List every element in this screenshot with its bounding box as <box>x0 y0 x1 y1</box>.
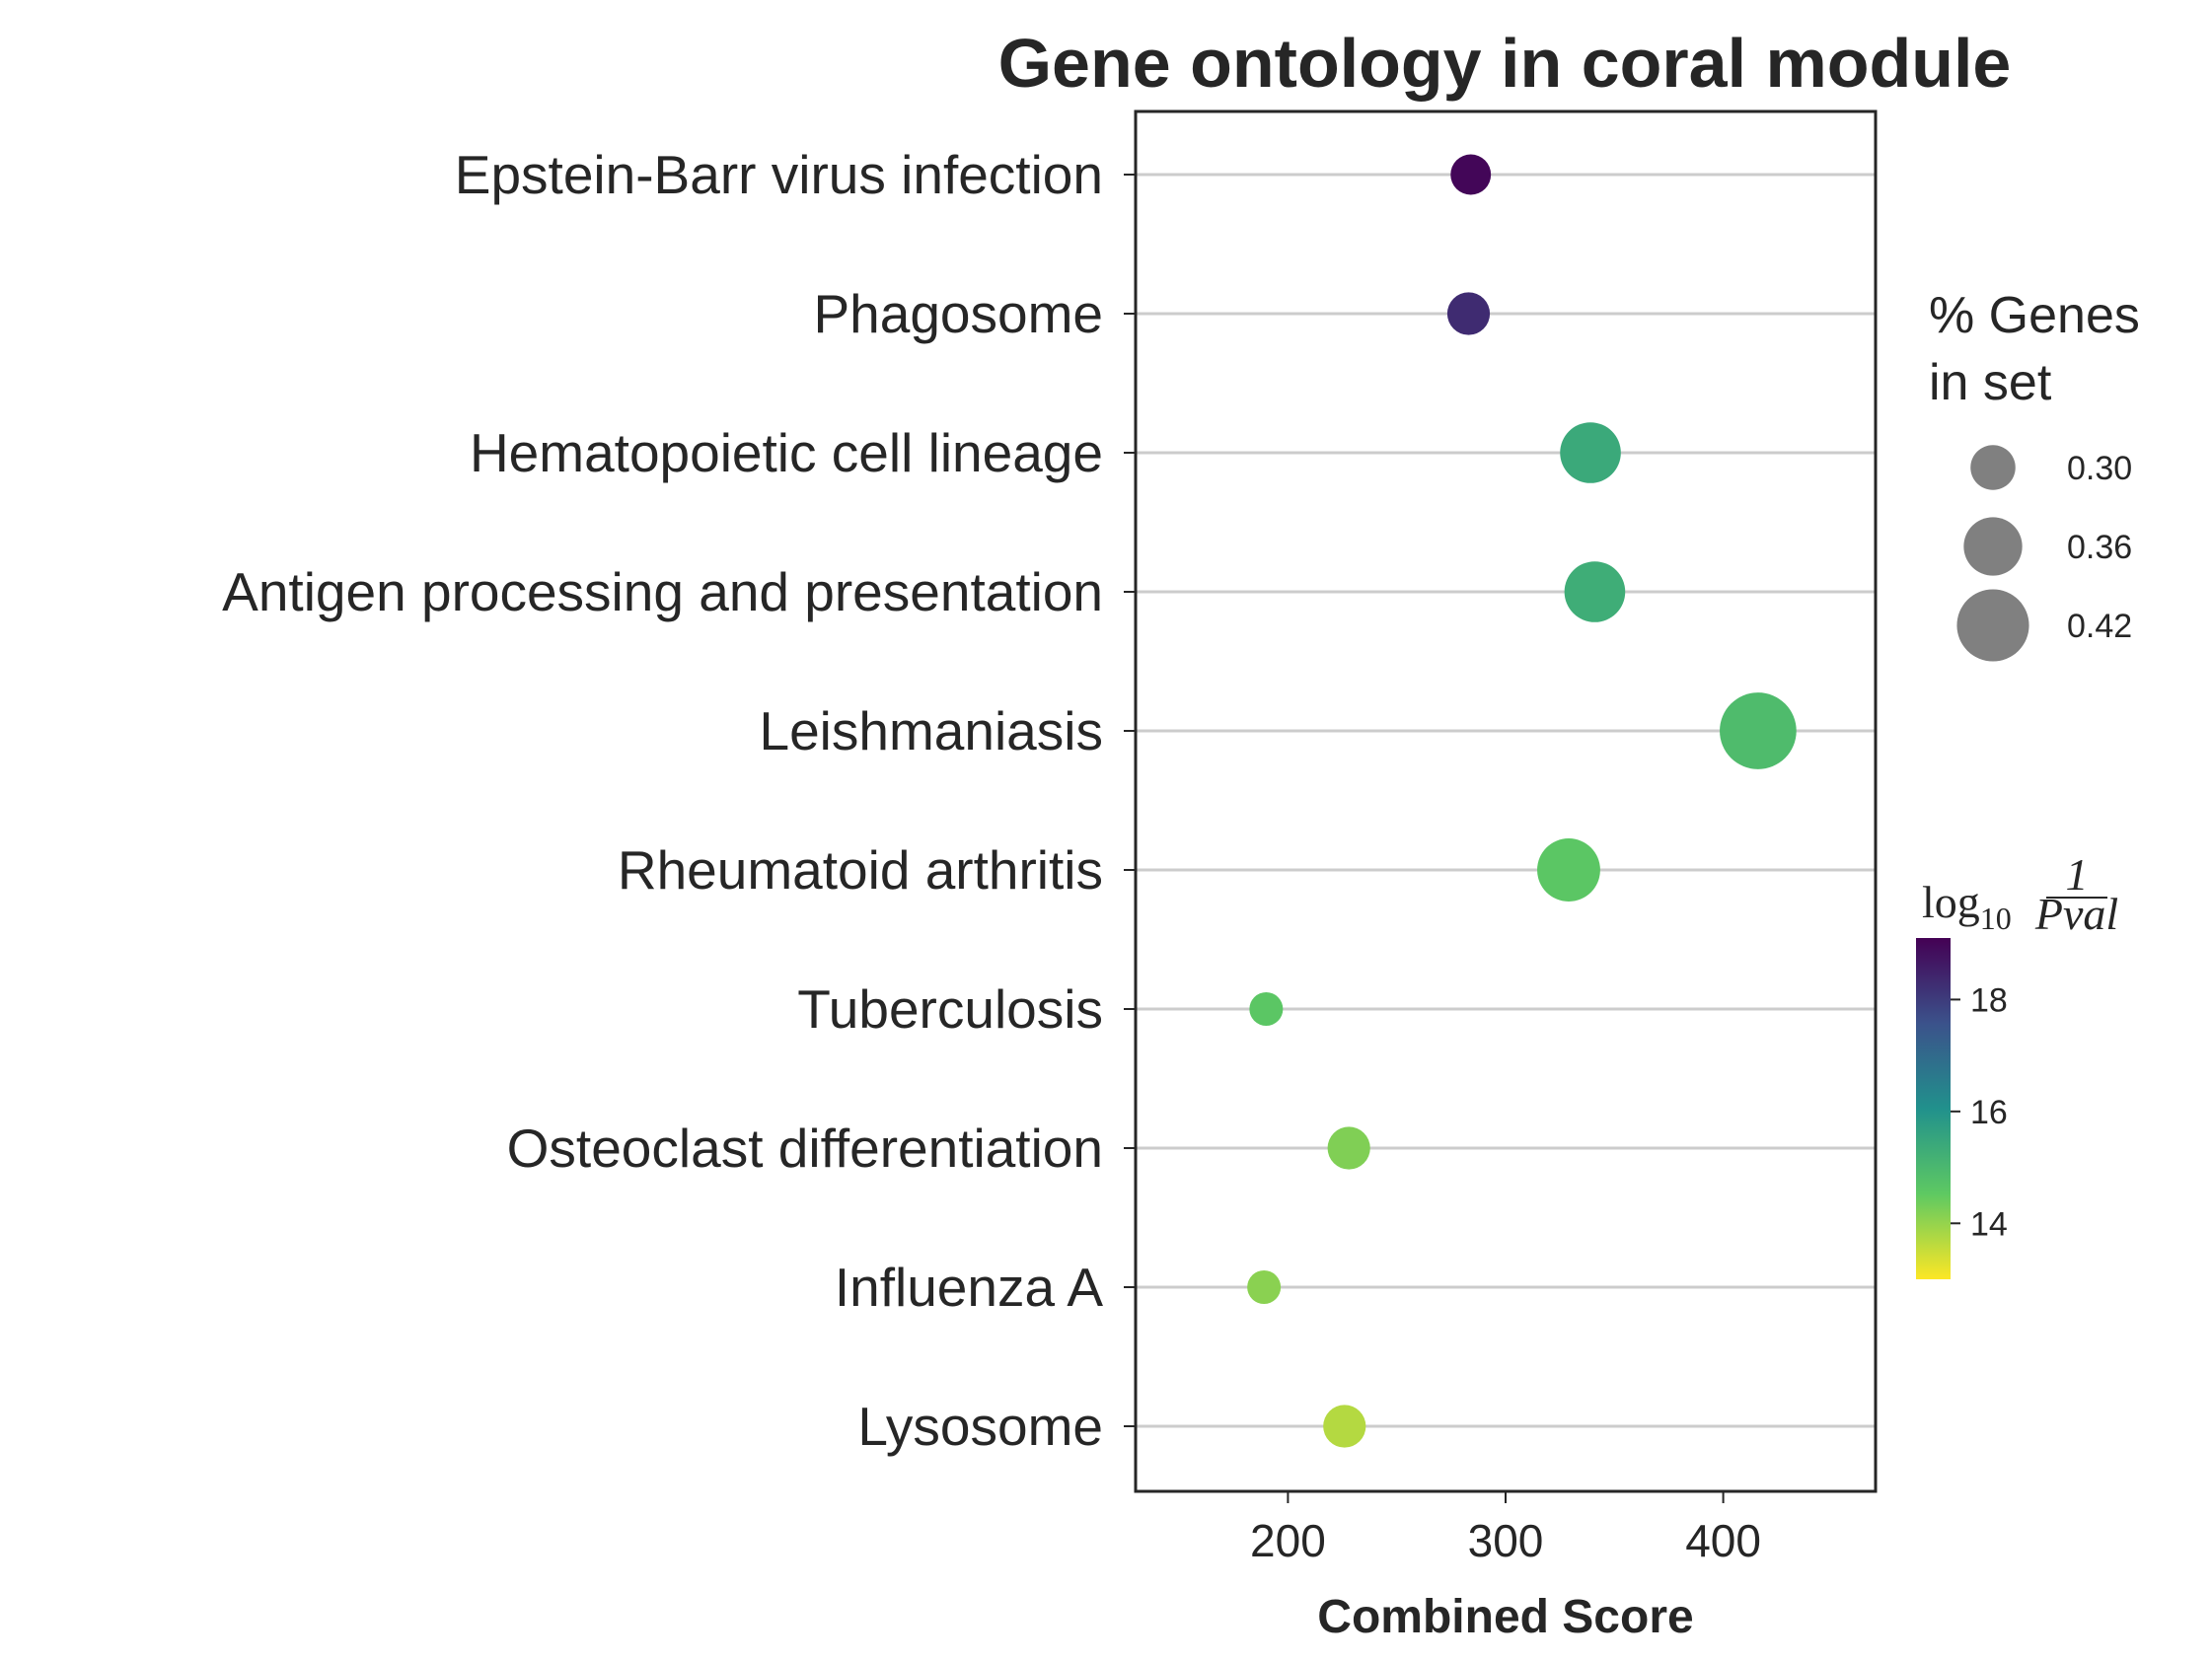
data-point <box>1249 992 1284 1026</box>
data-point <box>1247 1270 1282 1304</box>
y-tick-label: Leishmaniasis <box>759 700 1103 761</box>
x-tick-label: 200 <box>1250 1515 1326 1566</box>
colorbar-title: log10 <box>1922 877 2012 936</box>
y-tick-label: Influenza A <box>835 1257 1103 1318</box>
colorbar: log10 1 Pval 14 16 18 <box>1916 849 2118 1279</box>
y-tick-label: Antigen processing and presentation <box>222 561 1103 622</box>
y-tick-label: Rheumatoid arthritis <box>618 839 1103 901</box>
y-tick-label: Phagosome <box>813 283 1103 344</box>
size-legend-label: 0.30 <box>2067 450 2132 487</box>
data-point <box>1323 1405 1366 1448</box>
data-point <box>1327 1126 1370 1170</box>
x-tick-labels: 200 300 400 <box>1250 1491 1761 1566</box>
size-legend-title-line-1: % Genes <box>1929 287 2140 344</box>
data-points <box>1247 154 1797 1448</box>
data-point <box>1450 154 1492 195</box>
data-point <box>1537 838 1600 902</box>
size-legend-entries: 0.30 0.36 0.42 <box>1956 445 2132 662</box>
plot-frame <box>1134 109 1878 1493</box>
colorbar-tick-label: 16 <box>1970 1094 2008 1131</box>
size-legend-marker <box>1963 517 2023 576</box>
data-point <box>1560 422 1621 483</box>
chart-title: Gene ontology in coral module <box>998 25 2012 102</box>
colorbar-title-numerator: 1 <box>2066 849 2089 900</box>
size-legend-label: 0.36 <box>2067 529 2132 566</box>
data-point <box>1720 692 1797 769</box>
x-axis-label: Combined Score <box>1317 1591 1693 1643</box>
size-legend-marker <box>1956 589 2029 662</box>
colorbar-ticks: 14 16 18 <box>1951 981 2008 1243</box>
colorbar-tick-label: 18 <box>1970 981 2008 1019</box>
size-legend: % Genes in set 0.30 0.36 0.42 <box>1929 287 2140 662</box>
y-tick-label: Osteoclast differentiation <box>507 1118 1103 1179</box>
y-tick-label: Tuberculosis <box>797 978 1103 1040</box>
size-legend-label: 0.42 <box>2067 608 2132 645</box>
x-tick-label: 300 <box>1468 1515 1544 1566</box>
data-point <box>1564 561 1626 622</box>
size-legend-marker <box>1970 445 2016 490</box>
y-tick-label: Epstein-Barr virus infection <box>455 144 1103 205</box>
data-point <box>1446 292 1491 335</box>
colorbar-tick-label: 14 <box>1970 1205 2008 1243</box>
colorbar-title-denominator: Pval <box>2034 889 2118 939</box>
size-legend-title-line-2: in set <box>1929 354 2052 411</box>
colorbar-gradient <box>1916 938 1951 1279</box>
x-tick-label: 400 <box>1685 1515 1761 1566</box>
y-tick-labels: Epstein-Barr virus infection Phagosome Hem… <box>222 144 1103 1457</box>
y-tick-label: Hematopoietic cell lineage <box>470 422 1103 483</box>
y-tick-label: Lysosome <box>857 1396 1103 1457</box>
grid-lines <box>1124 173 1876 1428</box>
